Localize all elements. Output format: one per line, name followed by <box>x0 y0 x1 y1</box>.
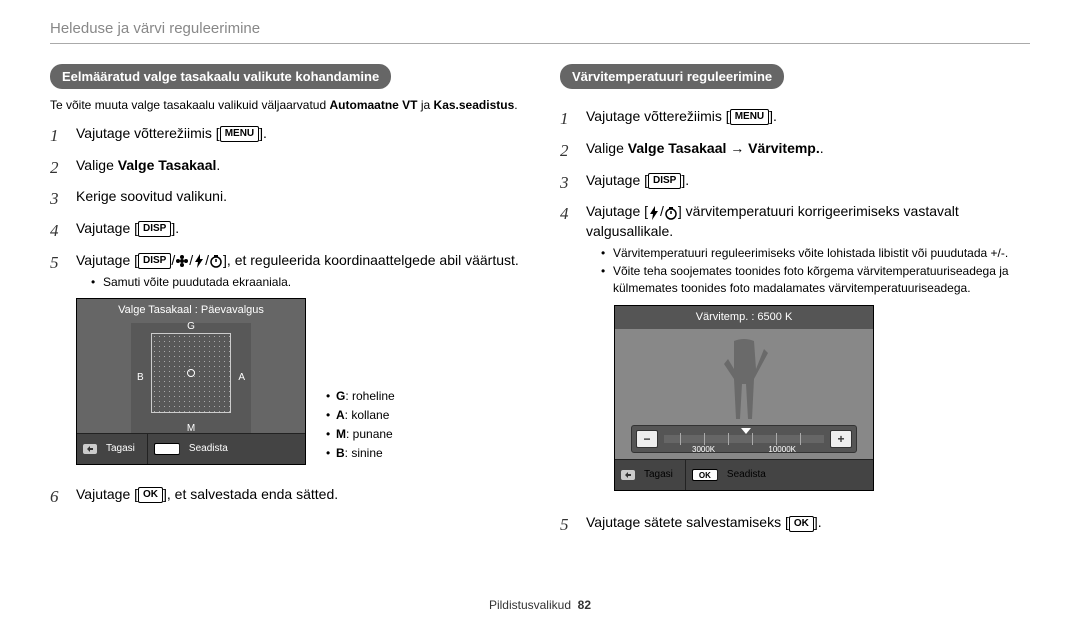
temp-camera-screen: Värvitemp. : 6500 K − 3000K10000K + <box>614 305 874 491</box>
step-2: 2Valige Valge Tasakaal. <box>50 156 520 180</box>
slider-pointer <box>741 428 751 434</box>
temp-screen-title: Värvitemp. : 6500 K <box>615 306 873 329</box>
step-1: 1Vajutage võtterežiimis []. <box>50 124 520 148</box>
wb-legend: G: roheline A: kollane M: punane B: sini… <box>326 388 395 463</box>
plus-button[interactable]: + <box>830 430 852 448</box>
timer-icon <box>209 254 223 268</box>
minus-button[interactable]: − <box>636 430 658 448</box>
left-section-title: Eelmääratud valge tasakaalu valikute koh… <box>50 64 391 89</box>
wb-grid: G B A M <box>131 323 251 433</box>
right-steps: 1Vajutage võtterežiimis []. 2Valige Valg… <box>560 107 1030 537</box>
step-5: 5 Vajutage [///], et reguleerida koordin… <box>50 251 520 477</box>
disp-icon <box>138 253 171 269</box>
ok-icon <box>789 516 814 532</box>
step-4: 4Vajutage []. <box>50 219 520 243</box>
right-section-title: Värvitemperatuuri reguleerimine <box>560 64 784 89</box>
ok-icon <box>154 443 180 455</box>
flower-icon <box>175 254 189 268</box>
wb-camera-screen: Valge Tasakaal : Päevavalgus G B A M Tag… <box>76 298 306 464</box>
timer-icon <box>664 206 678 220</box>
person-silhouette <box>714 329 774 429</box>
temp-slider: − 3000K10000K + <box>631 425 857 453</box>
flash-icon <box>193 254 205 268</box>
step-r1: 1Vajutage võtterežiimis []. <box>560 107 1030 131</box>
left-column: Eelmääratud valge tasakaalu valikute koh… <box>50 64 520 545</box>
back-icon <box>621 470 635 480</box>
step-r5: 5Vajutage sätete salvestamiseks []. <box>560 513 1030 537</box>
divider <box>50 43 1030 44</box>
disp-icon <box>138 221 171 237</box>
step-r4-bullet-2: Võite teha soojemates toonides foto kõrg… <box>601 263 1030 297</box>
ok-icon <box>138 487 163 503</box>
step-5-bullet: Samuti võite puudutada ekraaniala. <box>91 274 520 291</box>
left-intro: Te võite muuta valge tasakaalu valikuid … <box>50 97 520 114</box>
wb-screen-block: Valge Tasakaal : Päevavalgus G B A M Tag… <box>76 298 520 464</box>
back-icon <box>83 444 97 454</box>
step-r4-bullet-1: Värvitemperatuuri reguleerimiseks võite … <box>601 245 1030 262</box>
step-6: 6Vajutage [], et salvestada enda sätted. <box>50 485 520 509</box>
disp-icon <box>648 173 681 189</box>
menu-icon <box>220 126 259 142</box>
step-r2: 2Valige Valge Tasakaal → Värvitemp.. <box>560 139 1030 163</box>
content-columns: Eelmääratud valge tasakaalu valikute koh… <box>50 64 1030 545</box>
step-3: 3Kerige soovitud valikuni. <box>50 187 520 211</box>
step-r4: 4 Vajutage [/] värvitemperatuuri korrige… <box>560 202 1030 505</box>
step-r3: 3Vajutage []. <box>560 171 1030 195</box>
menu-icon <box>730 109 769 125</box>
ok-icon <box>692 469 718 481</box>
temp-screen-footer: Tagasi Seadista <box>615 459 873 490</box>
flash-icon <box>648 206 660 220</box>
page-header: Heleduse ja värvi reguleerimine <box>50 20 1030 37</box>
page-footer: Pildistusvalikud 82 <box>0 598 1080 612</box>
wb-screen-footer: Tagasi Seadista <box>77 433 305 464</box>
left-steps: 1Vajutage võtterežiimis []. 2Valige Valg… <box>50 124 520 509</box>
right-column: Värvitemperatuuri reguleerimine 1Vajutag… <box>560 64 1030 545</box>
